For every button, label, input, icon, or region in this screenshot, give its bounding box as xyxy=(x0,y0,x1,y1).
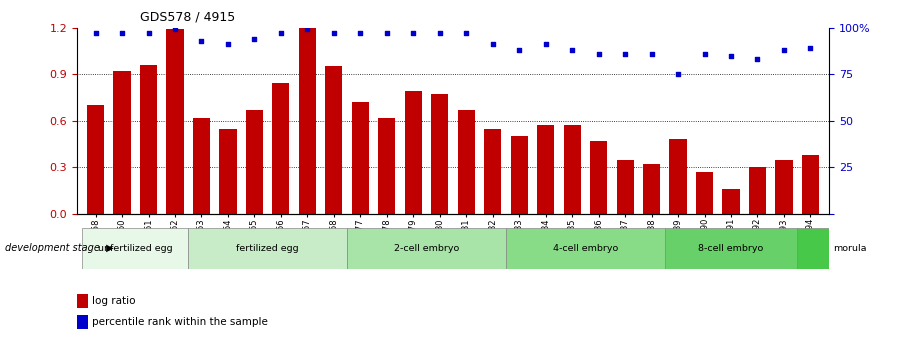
Text: morula: morula xyxy=(834,244,867,253)
Point xyxy=(512,47,526,53)
Point xyxy=(353,30,368,36)
Bar xyxy=(776,159,793,214)
Bar xyxy=(665,228,797,269)
Point xyxy=(168,27,182,32)
Bar xyxy=(643,164,660,214)
Bar xyxy=(77,315,89,329)
Point xyxy=(115,30,130,36)
Bar xyxy=(87,105,104,214)
Bar xyxy=(749,167,766,214)
Text: development stage  ▶: development stage ▶ xyxy=(5,244,113,253)
Point xyxy=(644,51,659,57)
Point xyxy=(221,42,236,47)
Text: fertilized egg: fertilized egg xyxy=(236,244,299,253)
Point xyxy=(538,42,553,47)
Point xyxy=(804,45,818,51)
Point xyxy=(459,30,474,36)
Bar xyxy=(167,29,184,214)
Point xyxy=(194,38,208,43)
Bar xyxy=(113,71,130,214)
Bar xyxy=(347,228,506,269)
Bar xyxy=(564,125,581,214)
Bar xyxy=(273,83,290,214)
Bar xyxy=(511,136,528,214)
Point xyxy=(432,30,447,36)
Point xyxy=(247,36,262,41)
Bar xyxy=(219,128,236,214)
Bar xyxy=(378,118,395,214)
Bar xyxy=(188,228,347,269)
Text: unfertilized egg: unfertilized egg xyxy=(98,244,172,253)
Point xyxy=(750,57,765,62)
Point xyxy=(565,47,580,53)
Text: 4-cell embryo: 4-cell embryo xyxy=(553,244,618,253)
Bar xyxy=(537,125,554,214)
Point xyxy=(274,30,288,36)
Point xyxy=(88,30,102,36)
Point xyxy=(698,51,712,57)
Bar xyxy=(246,110,263,214)
Text: 8-cell embryo: 8-cell embryo xyxy=(699,244,764,253)
Bar xyxy=(802,155,819,214)
Bar xyxy=(82,228,188,269)
Point xyxy=(618,51,632,57)
Point xyxy=(724,53,738,58)
Bar xyxy=(193,118,210,214)
Bar xyxy=(590,141,607,214)
Text: log ratio: log ratio xyxy=(92,296,136,306)
Bar xyxy=(722,189,739,214)
Bar xyxy=(616,159,633,214)
Bar xyxy=(484,128,501,214)
Bar xyxy=(405,91,422,214)
Text: GDS578 / 4915: GDS578 / 4915 xyxy=(140,10,236,23)
Point xyxy=(300,27,314,32)
Bar xyxy=(431,94,448,214)
Point xyxy=(406,30,420,36)
Bar xyxy=(903,228,906,269)
Bar xyxy=(797,228,903,269)
Point xyxy=(326,30,341,36)
Bar xyxy=(352,102,369,214)
Text: 2-cell embryo: 2-cell embryo xyxy=(394,244,459,253)
Bar xyxy=(670,139,687,214)
Bar xyxy=(77,294,89,308)
Point xyxy=(380,30,394,36)
Bar xyxy=(299,28,316,214)
Bar xyxy=(325,66,342,214)
Bar xyxy=(140,65,157,214)
Point xyxy=(670,71,685,77)
Point xyxy=(486,42,500,47)
Bar xyxy=(506,228,665,269)
Point xyxy=(776,47,791,53)
Point xyxy=(141,30,156,36)
Bar xyxy=(696,172,713,214)
Text: percentile rank within the sample: percentile rank within the sample xyxy=(92,317,268,327)
Point xyxy=(592,51,606,57)
Bar xyxy=(458,110,475,214)
